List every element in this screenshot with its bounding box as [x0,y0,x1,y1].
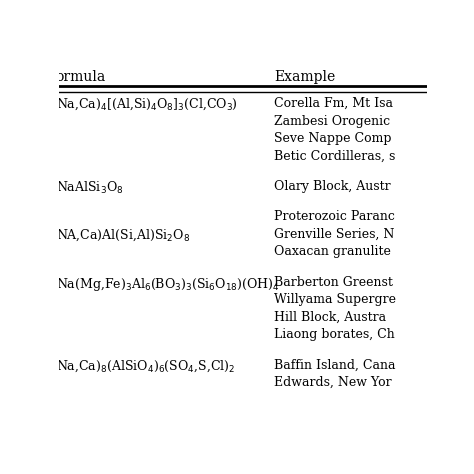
Text: Oaxacan granulite: Oaxacan granulite [274,245,391,258]
Text: Proterozoic Paranc: Proterozoic Paranc [274,210,395,223]
Text: Na,Ca)$_8$(AlSiO$_4$)$_6$(SO$_4$,S,Cl)$_2$: Na,Ca)$_8$(AlSiO$_4$)$_6$(SO$_4$,S,Cl)$_… [55,358,235,374]
Text: Example: Example [274,70,336,83]
Text: Edwards, New Yor: Edwards, New Yor [274,376,392,389]
Text: Barberton Greenst: Barberton Greenst [274,275,393,289]
Text: Liaong borates, Ch: Liaong borates, Ch [274,328,395,341]
Text: Betic Cordilleras, s: Betic Cordilleras, s [274,150,395,163]
Text: NaAlSi$_3$O$_8$: NaAlSi$_3$O$_8$ [55,180,123,196]
Text: Zambesi Orogenic: Zambesi Orogenic [274,115,390,128]
Text: Na,Ca)$_4$[(Al,Si)$_4$O$_8$]$_3$(Cl,CO$_3$): Na,Ca)$_4$[(Al,Si)$_4$O$_8$]$_3$(Cl,CO$_… [55,97,237,112]
Text: Olary Block, Austr: Olary Block, Austr [274,180,391,193]
Text: Seve Nappe Comp: Seve Nappe Comp [274,132,392,145]
Text: Corella Fm, Mt Isa: Corella Fm, Mt Isa [274,97,393,110]
Text: Hill Block, Austra: Hill Block, Austra [274,310,386,324]
Text: Na(Mg,Fe)$_3$Al$_6$(BO$_3$)$_3$(Si$_6$O$_{18}$)(OH)$_4$: Na(Mg,Fe)$_3$Al$_6$(BO$_3$)$_3$(Si$_6$O$… [55,275,279,292]
Text: Grenville Series, N: Grenville Series, N [274,228,394,241]
Text: NA,Ca)Al(Si,Al)Si$_2$O$_8$: NA,Ca)Al(Si,Al)Si$_2$O$_8$ [55,228,190,243]
Text: Willyama Supergre: Willyama Supergre [274,293,396,306]
Text: Baffin Island, Cana: Baffin Island, Cana [274,358,396,371]
Text: ormula: ormula [55,70,106,83]
